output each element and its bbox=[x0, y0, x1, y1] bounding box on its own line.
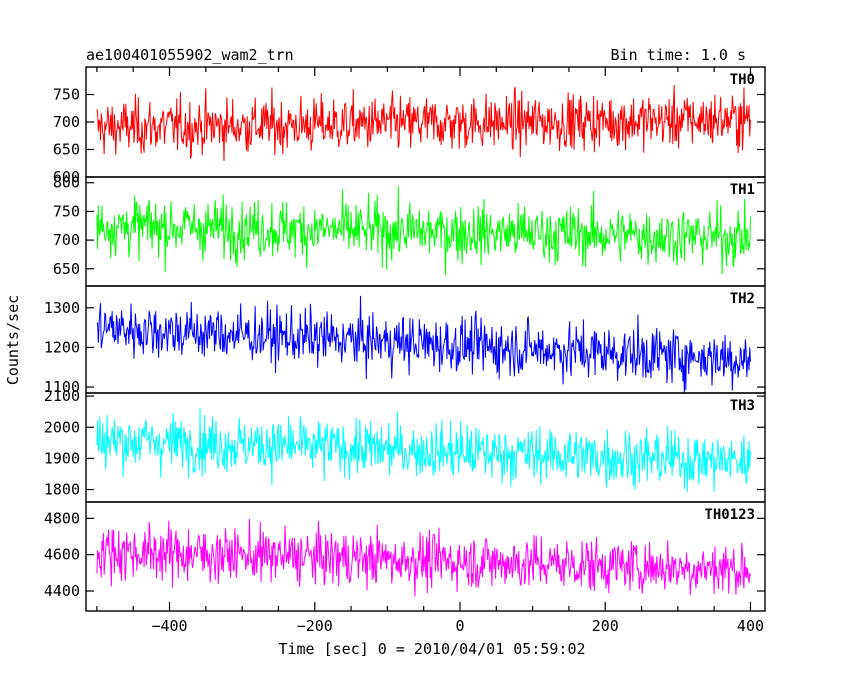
series-line-th2 bbox=[96, 295, 751, 393]
panel-label-th0: TH0 bbox=[730, 72, 755, 88]
x-tick-label: 400 bbox=[737, 617, 764, 635]
panel-frame bbox=[85, 501, 766, 612]
panel-frame bbox=[85, 176, 766, 287]
y-tick-label: 1900 bbox=[44, 449, 80, 467]
series-line-th1 bbox=[96, 185, 751, 276]
panel-th0123: 4400 4600 4800 TH0123 bbox=[44, 501, 766, 612]
panel-th2: 1100 1200 1300 TH2 bbox=[44, 285, 766, 396]
panel-th0: 600 650 700 750 TH0 bbox=[53, 66, 766, 186]
y-axis-title: Counts/sec bbox=[4, 295, 22, 385]
x-tick-label: −200 bbox=[297, 617, 333, 635]
y-tick-label: 1300 bbox=[44, 299, 80, 317]
y-tick-label: 700 bbox=[53, 113, 80, 131]
y-tick-label: 1100 bbox=[44, 378, 80, 396]
panel-label-th3: TH3 bbox=[730, 398, 755, 414]
y-tick-label: 650 bbox=[53, 260, 80, 278]
y-tick-label: 750 bbox=[53, 202, 80, 220]
y-tick-label: 1800 bbox=[44, 481, 80, 499]
y-tick-label: 700 bbox=[53, 231, 80, 249]
y-tick-label: 2100 bbox=[44, 387, 80, 405]
header-bin-time: Bin time: 1.0 s bbox=[611, 46, 746, 64]
panel-th3: 1800 1900 2000 2100 TH3 bbox=[44, 387, 766, 503]
panels-group: 600 650 700 750 TH0 650 700 750 800 TH1 1100 1200 13… bbox=[44, 66, 766, 612]
y-tick-label: 4600 bbox=[44, 546, 80, 564]
y-tick-label: 2000 bbox=[44, 418, 80, 436]
panel-label-th1: TH1 bbox=[730, 182, 755, 198]
x-tick-label: 0 bbox=[455, 617, 464, 635]
series-line-th0 bbox=[96, 84, 751, 162]
x-axis-title: Time [sec] 0 = 2010/04/01 05:59:02 bbox=[278, 640, 585, 658]
y-tick-label: 4800 bbox=[44, 509, 80, 527]
header-title: ae100401055902_wam2_trn bbox=[86, 46, 294, 64]
x-tick-label: 200 bbox=[592, 617, 619, 635]
series-line-th3 bbox=[96, 408, 751, 492]
y-tick-label: 800 bbox=[53, 174, 80, 192]
panel-th1: 650 700 750 800 TH1 bbox=[53, 174, 766, 287]
y-tick-label: 1200 bbox=[44, 338, 80, 356]
panel-label-th2: TH2 bbox=[730, 291, 755, 307]
series-line-th0123 bbox=[96, 518, 751, 597]
y-tick-label: 650 bbox=[53, 141, 80, 159]
x-tick-label: −400 bbox=[151, 617, 187, 635]
y-tick-label: 750 bbox=[53, 86, 80, 104]
y-tick-label: 600 bbox=[53, 168, 80, 186]
panel-label-th0123: TH0123 bbox=[704, 507, 755, 523]
y-tick-label: 4400 bbox=[44, 582, 80, 600]
x-axis: −400 −200 0 200 400 bbox=[96, 67, 764, 635]
